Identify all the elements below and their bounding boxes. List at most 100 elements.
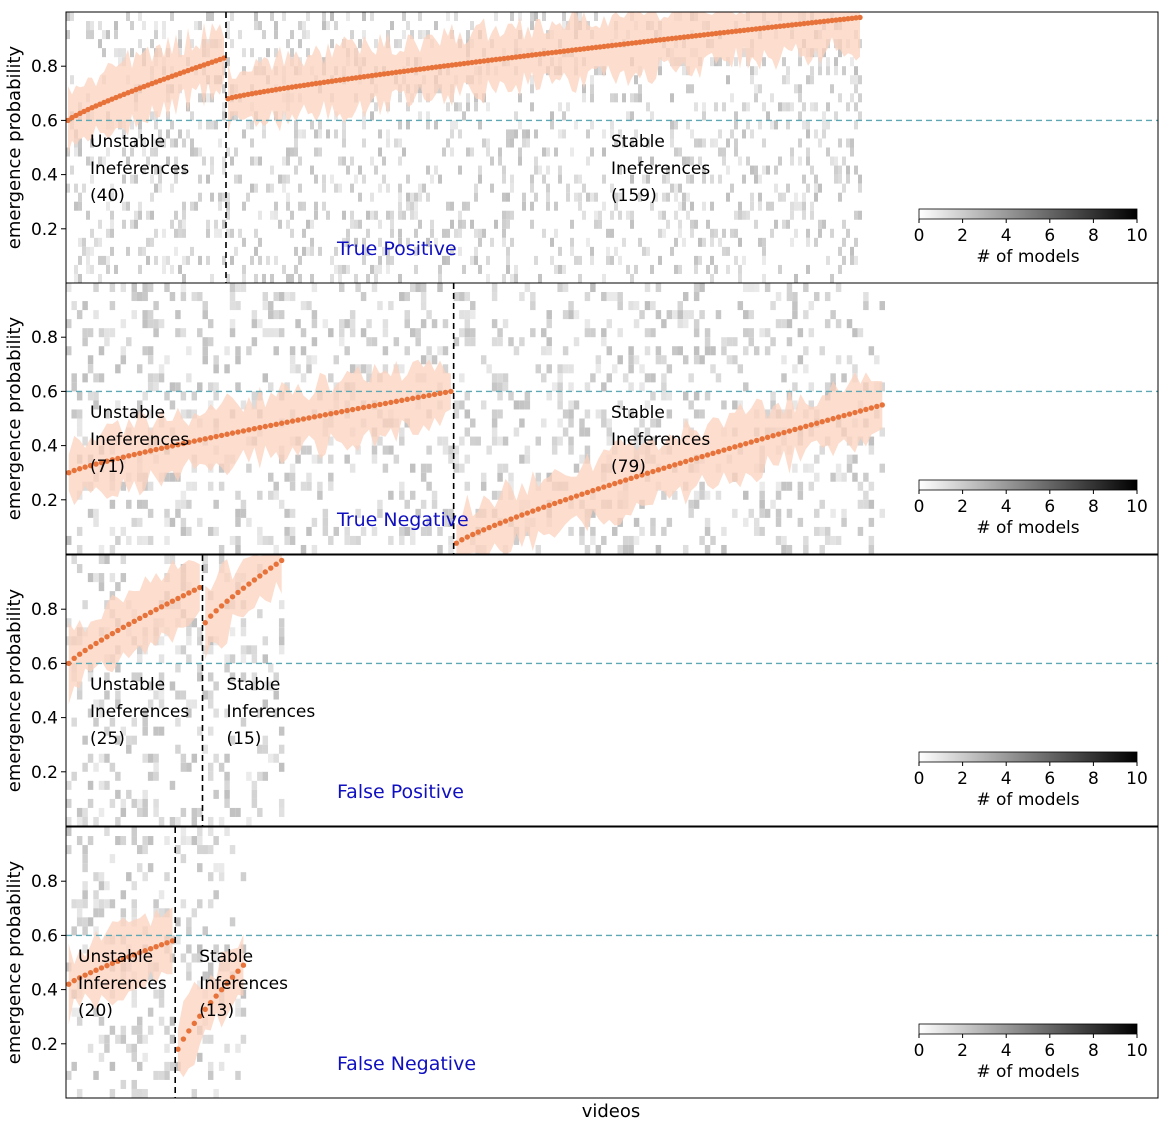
data-point — [261, 88, 267, 95]
heatmap-cell — [491, 283, 498, 293]
heatmap-cell — [382, 346, 389, 356]
heatmap-cell — [197, 863, 203, 873]
heatmap-cell — [470, 310, 476, 320]
heatmap-cell — [131, 292, 137, 302]
heatmap-cell — [658, 228, 662, 238]
heatmap-cell — [415, 283, 421, 293]
data-point — [369, 72, 375, 79]
heatmap-cell — [480, 472, 487, 482]
heatmap-cell — [182, 138, 186, 148]
heatmap-cell — [138, 129, 142, 139]
heatmap-cell — [454, 102, 458, 112]
heatmap-cell — [510, 273, 514, 283]
heatmap-cell — [715, 310, 722, 320]
data-point — [66, 660, 72, 667]
heatmap-cell — [198, 93, 202, 103]
heatmap-cell — [450, 120, 454, 130]
heatmap-cell — [295, 454, 301, 464]
heatmap-cell — [87, 508, 94, 518]
colorbar-tick-label: 8 — [1088, 226, 1099, 246]
heatmap-cell — [614, 246, 618, 256]
heatmap-cell — [102, 156, 106, 166]
heatmap-cell — [229, 535, 236, 545]
data-point — [709, 31, 715, 37]
heatmap-cell — [650, 526, 656, 536]
heatmap-cell — [213, 382, 219, 392]
heatmap-cell — [98, 573, 105, 583]
heatmap-cell — [442, 228, 446, 238]
heatmap-cell — [377, 508, 383, 518]
heatmap-cell — [734, 255, 738, 265]
heatmap-cell — [557, 391, 563, 401]
heatmap-cell — [180, 854, 187, 864]
heatmap-cell — [386, 129, 390, 139]
heatmap-cell — [110, 192, 114, 202]
heatmap-cell — [486, 255, 490, 265]
heatmap-cell — [178, 30, 182, 40]
heatmap-cell — [781, 355, 787, 365]
heatmap-cell — [153, 989, 159, 999]
heatmap-cell — [644, 346, 651, 356]
heatmap-cell — [158, 816, 165, 826]
heatmap-cell — [360, 328, 367, 338]
heatmap-cell — [273, 690, 279, 700]
heatmap-cell — [568, 418, 574, 428]
heatmap-cell — [300, 445, 307, 455]
data-point — [715, 448, 722, 455]
heatmap-cell — [186, 926, 192, 936]
heatmap-cell — [254, 12, 258, 22]
heatmap-cell — [295, 364, 301, 374]
heatmap-cell — [213, 499, 219, 509]
heatmap-cell — [522, 129, 526, 139]
heatmap-cell — [202, 310, 208, 320]
data-point — [382, 400, 389, 407]
heatmap-cell — [693, 391, 700, 401]
heatmap-cell — [229, 807, 236, 817]
data-point — [852, 409, 858, 416]
heatmap-cell — [142, 283, 148, 293]
heatmap-cell — [370, 264, 374, 274]
heatmap-cell — [402, 12, 406, 22]
heatmap-cell — [418, 84, 422, 94]
data-point — [360, 404, 367, 411]
heatmap-cell — [186, 373, 192, 383]
data-point — [273, 86, 279, 93]
heatmap-cell — [306, 246, 310, 256]
heatmap-cell — [554, 201, 558, 211]
heatmap-cell — [639, 382, 645, 392]
heatmap-cell — [186, 708, 192, 718]
heatmap-cell — [262, 273, 266, 283]
heatmap-cell — [118, 48, 122, 58]
heatmap-cell — [333, 355, 339, 365]
heatmap-cell — [126, 246, 130, 256]
heatmap-cell — [590, 93, 594, 103]
heatmap-cell — [578, 192, 582, 202]
heatmap-cell — [678, 147, 682, 157]
data-point — [577, 46, 583, 52]
heatmap-cell — [197, 1052, 203, 1062]
heatmap-cell — [226, 273, 230, 283]
heatmap-cell — [672, 310, 678, 320]
data-point — [874, 403, 880, 410]
heatmap-cell — [562, 427, 569, 437]
heatmap-cell — [557, 364, 563, 374]
data-point — [273, 421, 279, 428]
heatmap-cell — [218, 138, 222, 148]
panel-title: True Positive — [336, 238, 457, 260]
heatmap-cell — [147, 863, 154, 873]
heatmap-cell — [470, 301, 476, 311]
heatmap-cell — [134, 210, 138, 220]
heatmap-cell — [792, 292, 798, 302]
heatmap-cell — [240, 717, 247, 727]
heatmap-cell — [388, 445, 394, 455]
heatmap-cell — [278, 600, 285, 610]
heatmap-cell — [674, 210, 678, 220]
heatmap-cell — [722, 102, 726, 112]
panel-title: False Positive — [337, 781, 464, 803]
heatmap-cell — [382, 364, 389, 374]
heatmap-cell — [590, 246, 594, 256]
heatmap-cell — [824, 526, 831, 536]
heatmap-cell — [759, 508, 765, 518]
data-point — [404, 396, 410, 403]
heatmap-cell — [317, 454, 323, 464]
